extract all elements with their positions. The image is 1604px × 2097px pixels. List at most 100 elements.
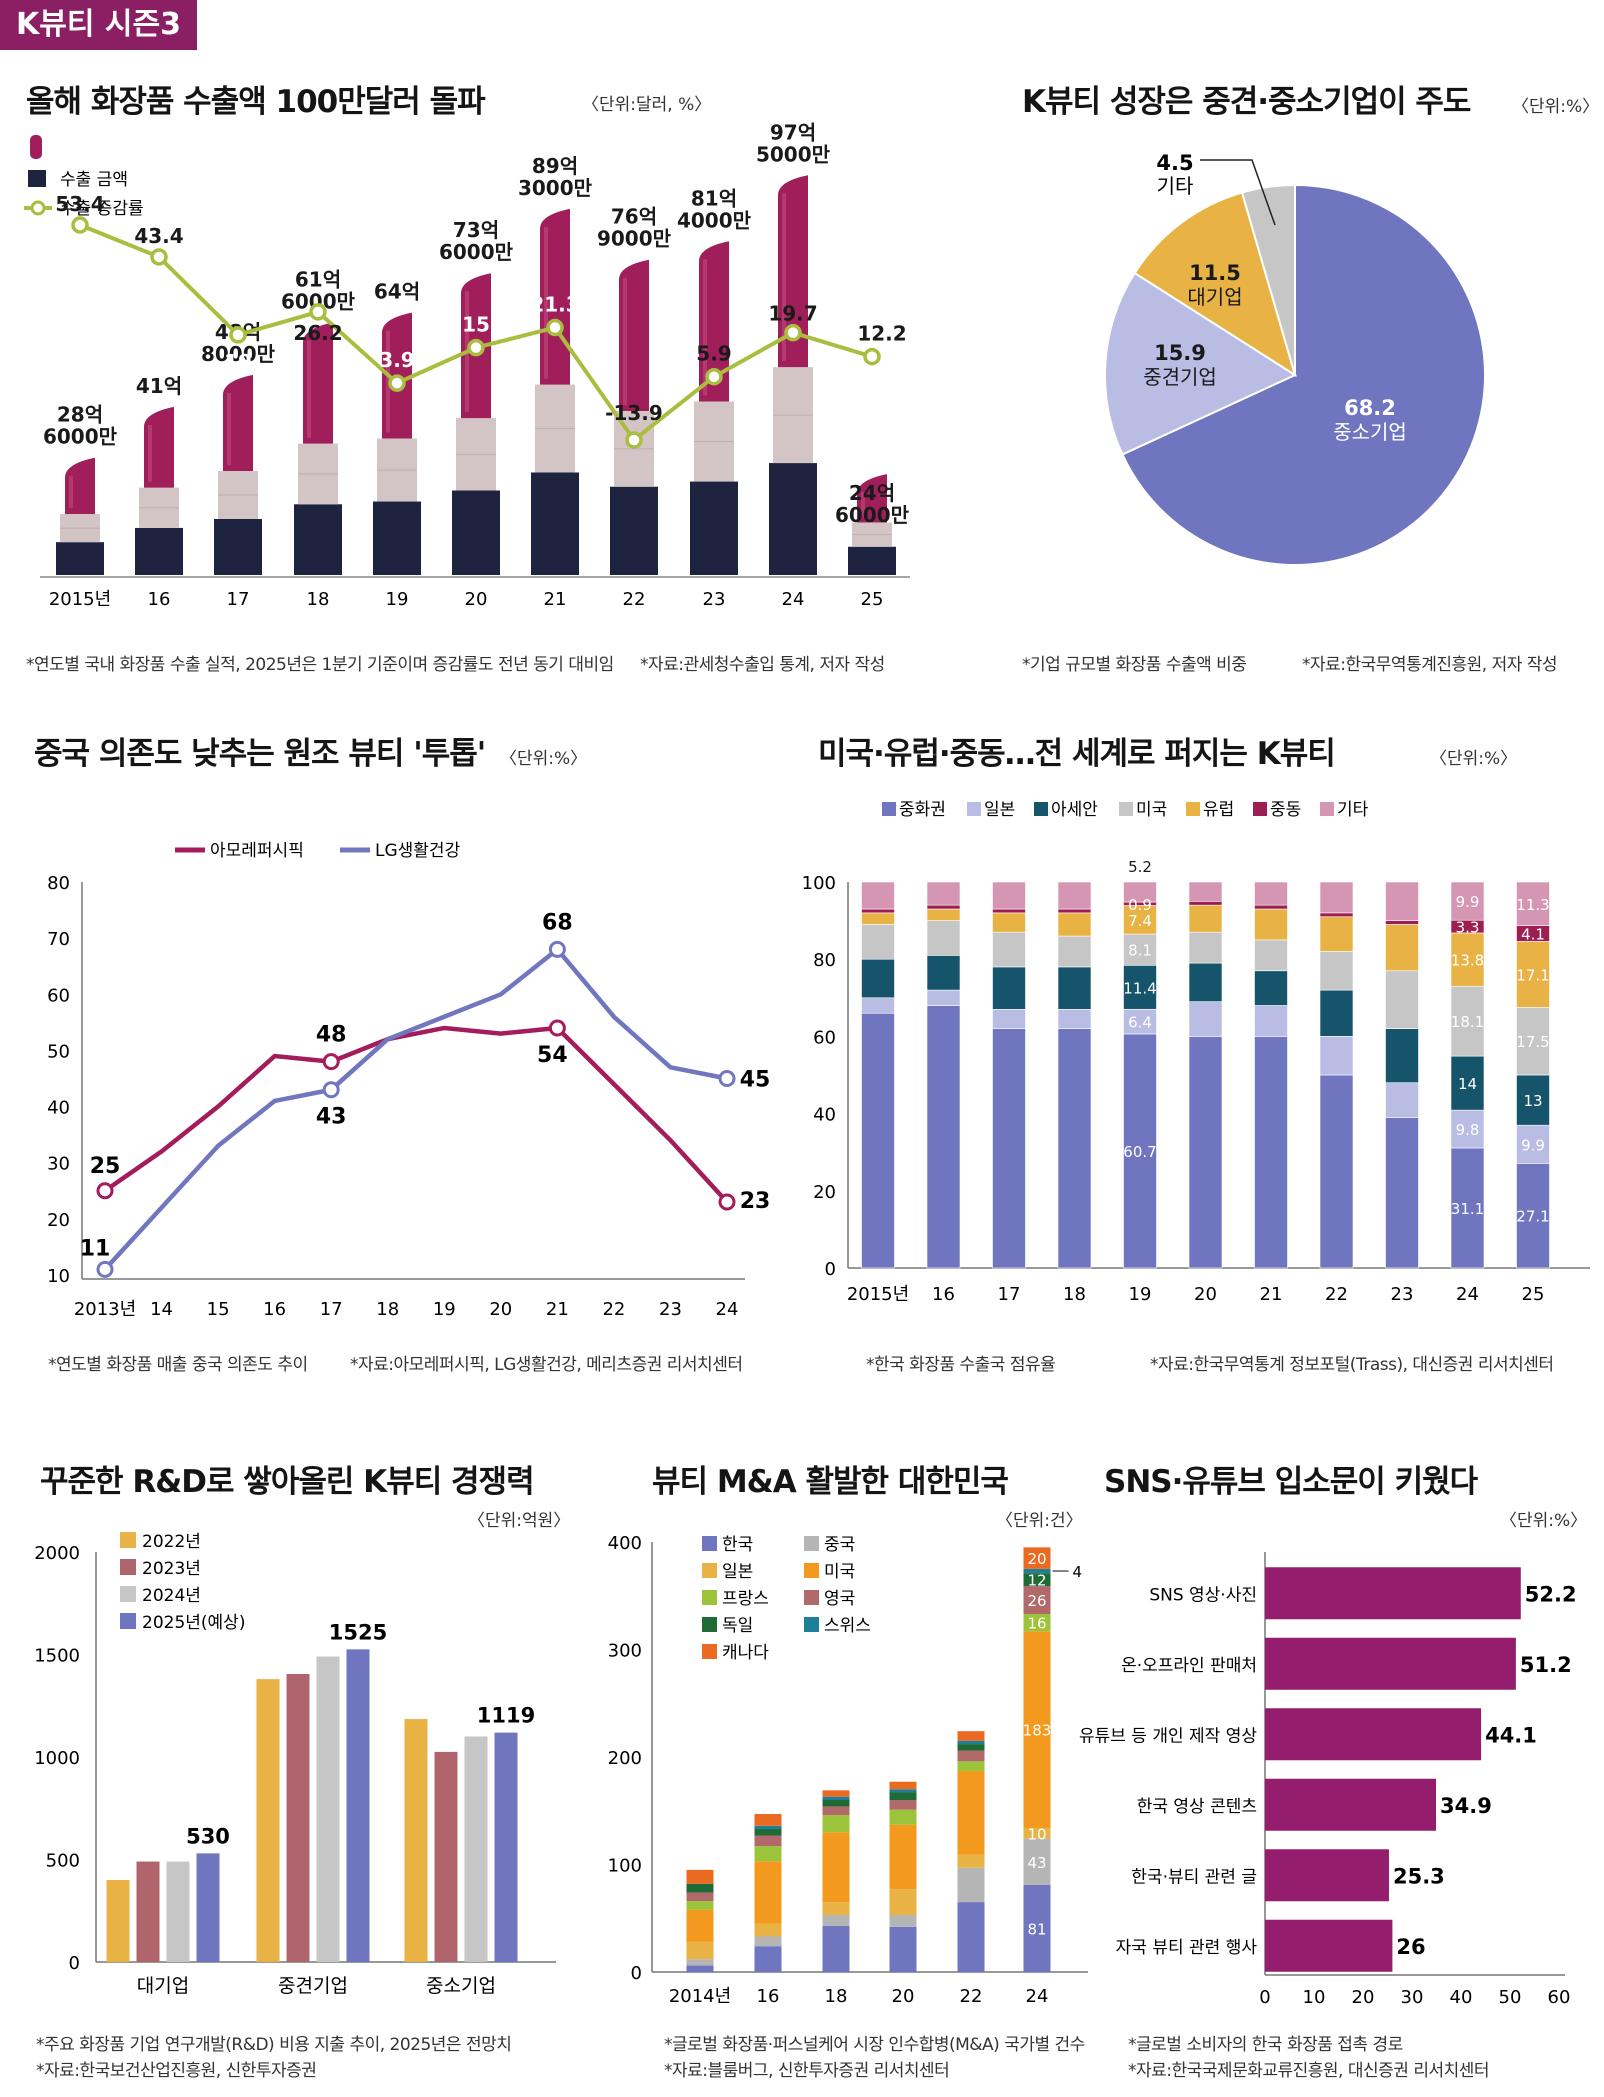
stack-segment [754,1946,782,1972]
bar [196,1853,220,1962]
stack-segment [1516,1163,1550,1269]
lipstick-highlight [307,340,311,438]
legend-swatch [120,1532,136,1548]
stack-segment [686,1883,714,1893]
y-tick-label: 200 [608,1748,642,1769]
lipstick-base [214,518,262,575]
pie-label: 대기업 [1187,285,1242,309]
stack-segment [992,1009,1026,1029]
x-tick-label: 40 [1450,1987,1473,2008]
x-tick-label: 2015년 [49,589,111,610]
bar [106,1880,130,1962]
stack-segment [1123,1033,1157,1269]
segment-label: 60.7 [1123,1143,1156,1161]
legend-label: 영국 [824,1589,855,1609]
amount-label: 61억 [295,267,341,291]
stack-segment [1385,1028,1419,1084]
segment-label: 0.9 [1128,896,1152,914]
bar [346,1649,370,1962]
bar [286,1673,310,1962]
bar [494,1732,518,1962]
stack-segment [992,966,1026,1010]
lipstick-highlight [782,193,786,362]
legend-label-amount: 수출 금액 [60,170,128,190]
export-share-source: *자료:한국무역통계 정보포털(Trass), 대신증권 리서치센터 [1150,1355,1554,1375]
rate-dot [705,367,723,386]
segment-label: 31.1 [1451,1200,1484,1218]
amount-label: 41억 [136,374,182,398]
stack-segment [686,1941,714,1960]
point-label: 45 [740,1068,771,1093]
stack-segment [992,912,1026,933]
value-label: 44.1 [1485,1723,1537,1747]
segment-label: 16 [1027,1615,1046,1633]
legend-swatch [702,1644,717,1659]
x-tick-label: 15 [207,1299,230,1320]
series-line [103,946,728,1271]
x-tick-label: 18 [825,1986,848,2007]
lipstick-base [56,542,104,575]
segment-label: 8.1 [1128,942,1152,960]
category-label: 한국 영상 콘텐츠 [1137,1797,1257,1817]
x-tick-label: 대기업 [137,1975,189,1997]
x-tick-label: 20 [465,589,488,610]
series-dot [322,1081,340,1099]
rate-label: -13.9 [605,401,663,425]
x-tick-label: 16 [148,589,171,610]
stack-segment [861,924,895,960]
amount-label: 5000만 [756,142,831,166]
x-tick-label: 10 [1303,1987,1326,2008]
lipstick-base [848,546,896,575]
pie-value: 4.5 [1156,151,1193,175]
legend-swatch [1320,802,1334,816]
china-dependence-unit: 〈단위:%〉 [500,749,588,769]
stack-segment [1057,912,1092,937]
segment-label: 9.8 [1456,1121,1480,1139]
legend-label: 중화권 [899,800,946,820]
legend-label: 2022년 [142,1532,201,1552]
bar [1265,1849,1389,1902]
bar [1265,1708,1482,1761]
lipstick-base [294,504,342,575]
rate-dot [467,338,485,357]
stack-segment [822,1915,850,1926]
x-tick-label: 19 [386,589,409,610]
stack-segment [926,908,961,921]
stack-segment [1516,881,1550,926]
series-line [103,1025,729,1204]
stack-segment [686,1869,714,1884]
y-tick-label: 60 [47,985,70,1006]
rate-label: 43.4 [134,224,183,248]
legend-label: 미국 [824,1562,855,1582]
point-label: 23 [740,1189,771,1214]
x-tick-label: 22 [602,1299,625,1320]
lipstick-base [135,527,183,575]
segment-label: 13.8 [1451,952,1484,970]
stack-segment [889,1792,917,1800]
pie-label: 중견기업 [1143,365,1217,389]
y-tick-label: 1500 [34,1646,80,1667]
category-label: 한국·뷰티 관련 글 [1131,1867,1257,1887]
y-tick-label: 1000 [34,1748,80,1769]
legend-swatch [804,1563,819,1578]
x-tick-label: 중견기업 [278,1975,348,1997]
x-tick-label: 23 [659,1299,682,1320]
segment-label: 18.1 [1451,1013,1484,1031]
legend-swatch [120,1613,136,1629]
stack-segment [926,989,961,1006]
point-label: 25 [90,1154,121,1179]
x-tick-label: 60 [1548,1987,1571,2008]
stack-segment [686,1892,714,1902]
point-label: 43 [316,1105,347,1130]
series-dot [96,1182,114,1200]
y-tick-label: 80 [47,873,70,894]
bar [404,1719,428,1962]
x-tick-label: 25 [1522,1284,1545,1305]
category-label: 유튜브 등 개인 제작 영상 [1079,1726,1257,1746]
point-label: 11 [80,1236,111,1261]
stack-segment [822,1790,850,1797]
stack-segment [1188,1001,1223,1037]
legend-label: 아세안 [1051,800,1098,820]
legend-label: 중동 [1270,800,1301,820]
legend-label: 기타 [1337,800,1369,820]
